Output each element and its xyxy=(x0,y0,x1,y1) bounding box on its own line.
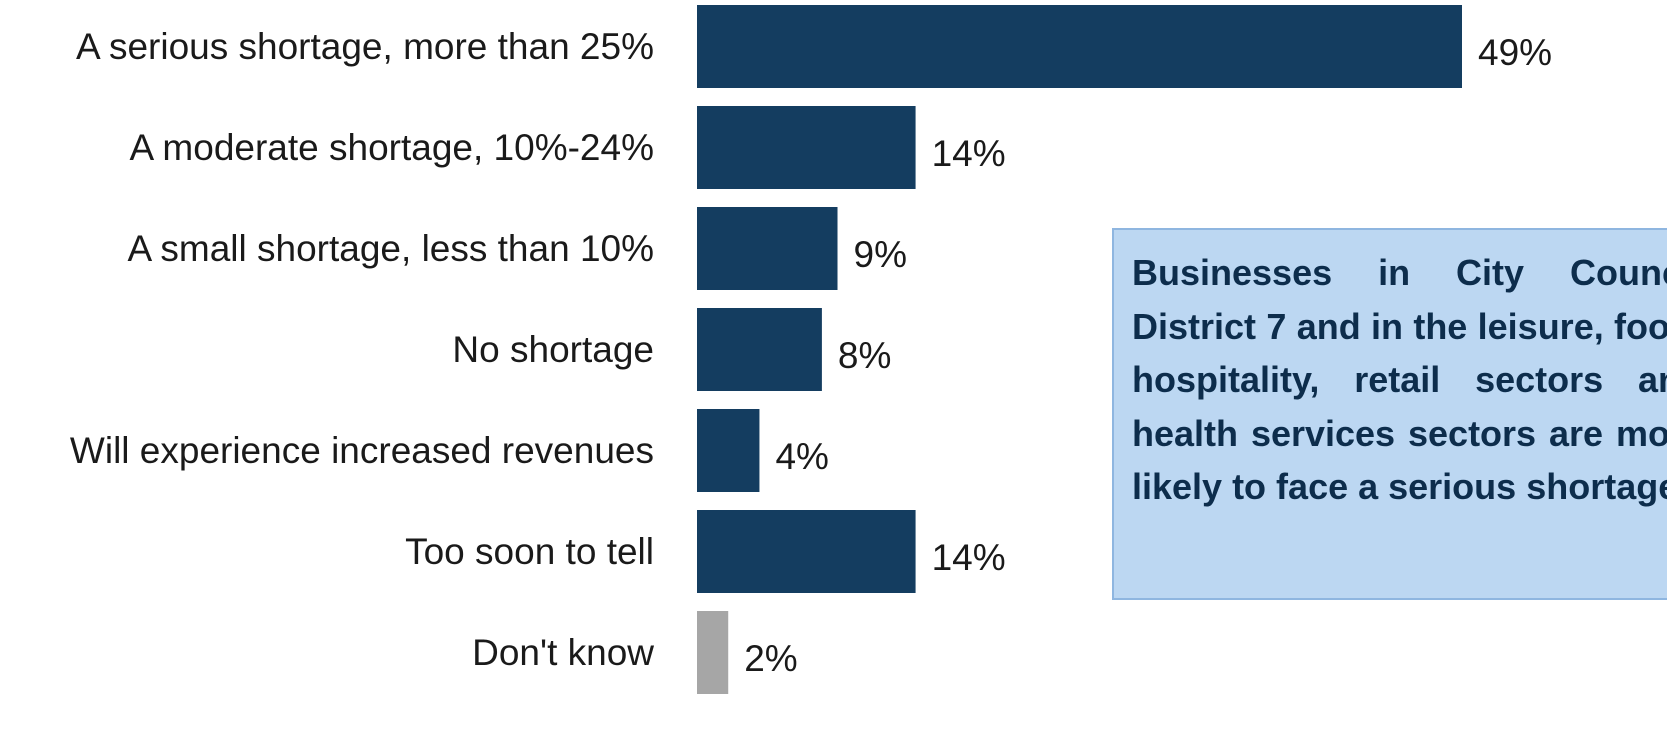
annotation-callout: Businesses in City Council District 7 an… xyxy=(1112,228,1667,600)
bar-6 xyxy=(697,510,916,593)
value-label-1: 49% xyxy=(1478,32,1552,73)
category-label-7: Don't know xyxy=(472,632,654,673)
bar-3 xyxy=(697,207,838,290)
category-label-1: A serious shortage, more than 25% xyxy=(76,26,654,67)
bar-5 xyxy=(697,409,759,492)
category-labels: A serious shortage, more than 25% A moder… xyxy=(70,26,654,673)
value-label-2: 14% xyxy=(932,133,1006,174)
bar-1 xyxy=(697,5,1462,88)
category-label-6: Too soon to tell xyxy=(405,531,654,572)
annotation-text: Businesses in City Council District 7 an… xyxy=(1132,246,1667,514)
value-label-6: 14% xyxy=(932,537,1006,578)
value-label-5: 4% xyxy=(775,436,828,477)
category-label-2: A moderate shortage, 10%-24% xyxy=(130,127,655,168)
bar-4 xyxy=(697,308,822,391)
value-label-3: 9% xyxy=(854,234,907,275)
value-label-7: 2% xyxy=(744,638,797,679)
bar-7 xyxy=(697,611,728,694)
category-label-4: No shortage xyxy=(452,329,654,370)
bar-2 xyxy=(697,106,916,189)
value-label-4: 8% xyxy=(838,335,891,376)
category-label-5: Will experience increased revenues xyxy=(70,430,654,471)
category-label-3: A small shortage, less than 10% xyxy=(127,228,654,269)
